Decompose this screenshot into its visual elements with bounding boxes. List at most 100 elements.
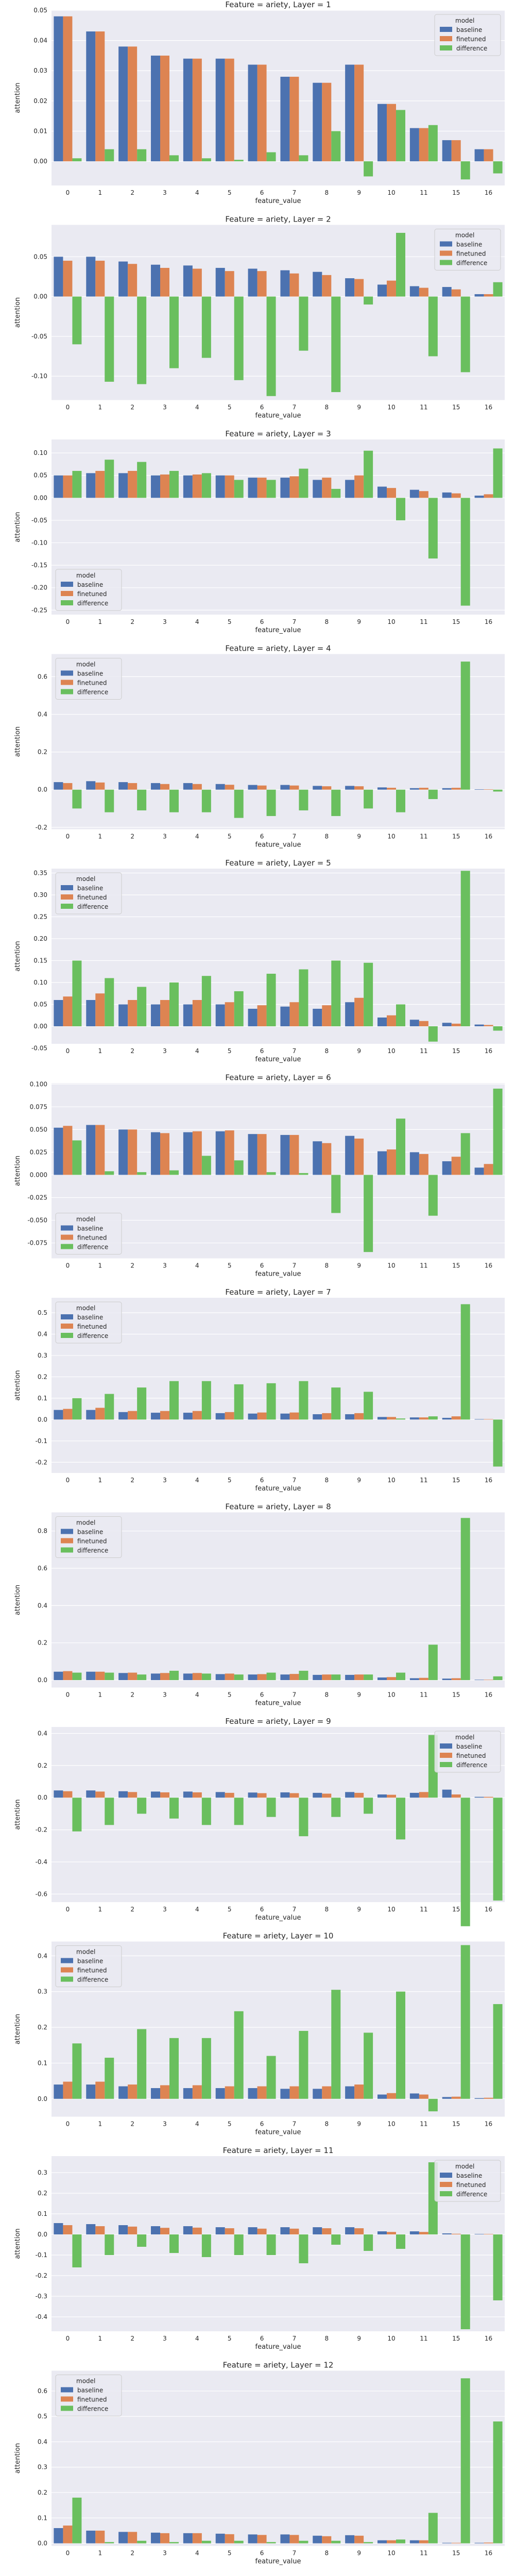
x-tick-label: 7 [293, 404, 297, 411]
bar-difference [364, 2542, 373, 2544]
bar-baseline [442, 140, 452, 162]
bar-baseline [313, 2089, 322, 2099]
x-tick-label: 2 [130, 1691, 134, 1699]
y-axis-label: attention [14, 1156, 22, 1186]
y-tick-label: 0.01 [33, 127, 47, 134]
bar-baseline [409, 788, 419, 790]
bar-baseline [345, 278, 355, 297]
bar-difference [364, 2032, 373, 2099]
x-tick-label: 0 [66, 2550, 70, 2557]
bar-difference [493, 1798, 503, 1901]
y-tick-label: 0.050 [30, 1126, 47, 1133]
x-tick-label: 16 [485, 404, 492, 411]
x-tick-label: 5 [228, 404, 232, 411]
bar-difference [105, 460, 114, 498]
y-tick-label: -0.075 [27, 1240, 47, 1247]
bar-finetuned [63, 2081, 73, 2099]
bar-baseline [345, 64, 355, 162]
bar-finetuned [63, 475, 73, 498]
x-tick-label: 4 [195, 2121, 199, 2128]
bar-difference [460, 662, 470, 790]
y-tick-label: 0.2 [38, 1373, 47, 1380]
bar-difference [331, 960, 341, 1026]
legend-label: baseline [77, 581, 103, 588]
bar-baseline [377, 2231, 387, 2234]
bar-baseline [345, 1792, 355, 1798]
x-tick-label: 1 [98, 1047, 102, 1055]
bar-finetuned [95, 993, 105, 1026]
bar-baseline [118, 2532, 128, 2544]
bar-difference [299, 155, 308, 162]
plot-area [52, 1298, 505, 1473]
bar-baseline [442, 1161, 452, 1175]
chart-title: Feature = ariety, Layer = 10 [223, 1931, 334, 1941]
y-tick-label: 0.6 [38, 2387, 47, 2395]
bar-baseline [409, 2540, 419, 2544]
x-tick-label: 8 [324, 2121, 329, 2128]
x-tick-label: 1 [98, 2550, 102, 2557]
bar-baseline [313, 1141, 322, 1175]
bar-baseline [280, 478, 290, 498]
x-tick-label: 2 [130, 1906, 134, 1913]
bar-finetuned [451, 1678, 461, 1681]
x-tick-label: 2 [130, 618, 134, 625]
bar-baseline [151, 1004, 160, 1026]
x-tick-label: 8 [324, 189, 329, 196]
legend-label: difference [77, 2405, 108, 2413]
x-tick-label: 15 [452, 1262, 460, 1269]
y-tick-label: 0.1 [38, 2059, 47, 2066]
legend-swatch [61, 1225, 73, 1231]
bar-difference [105, 2234, 114, 2255]
bar-finetuned [289, 273, 299, 297]
bar-baseline [377, 486, 387, 498]
x-tick-label: 8 [324, 618, 329, 625]
bar-difference [460, 1945, 470, 2099]
bar-baseline [118, 782, 128, 790]
bar-finetuned [387, 1677, 396, 1681]
bar-difference [331, 1798, 341, 1817]
x-tick-label: 1 [98, 404, 102, 411]
x-tick-label: 0 [66, 1691, 70, 1699]
bar-difference [266, 789, 276, 816]
legend-label: finetuned [456, 36, 486, 43]
x-tick-label: 8 [324, 833, 329, 840]
legend-swatch [61, 1333, 73, 1338]
bar-baseline [409, 489, 419, 498]
legend-swatch [61, 1538, 73, 1544]
bar-baseline [54, 2528, 63, 2544]
x-tick-label: 5 [228, 1906, 232, 1913]
x-tick-label: 4 [195, 2550, 199, 2557]
y-tick-label: -0.4 [36, 2313, 47, 2320]
x-tick-label: 4 [195, 618, 199, 625]
bar-difference [201, 2540, 211, 2544]
legend-label: finetuned [456, 250, 486, 258]
x-tick-label: 10 [387, 2550, 395, 2557]
bar-baseline [86, 1790, 96, 1798]
bar-baseline [86, 781, 96, 790]
legend-title: model [455, 2163, 474, 2170]
bar-finetuned [322, 1413, 332, 1420]
bar-finetuned [419, 1677, 428, 1681]
legend: model baseline finetuned difference [55, 1945, 122, 1987]
bar-finetuned [419, 2540, 428, 2544]
y-tick-label: -0.15 [31, 562, 47, 569]
bar-baseline [151, 1673, 160, 1681]
y-axis-label: attention [14, 941, 22, 971]
bar-difference [299, 2030, 308, 2099]
bar-difference [72, 1140, 82, 1175]
bar-difference [137, 1387, 147, 1420]
legend-swatch [61, 2396, 73, 2402]
x-tick-label: 6 [260, 618, 264, 625]
y-tick-label: -0.4 [36, 1858, 47, 1866]
bar-baseline [183, 265, 193, 297]
x-tick-label: 10 [387, 1047, 395, 1055]
bar-difference [105, 296, 114, 382]
bar-finetuned [289, 76, 299, 162]
bar-difference [105, 789, 114, 812]
bar-finetuned [387, 1794, 396, 1798]
x-tick-label: 6 [260, 1477, 264, 1484]
y-tick-label: 0.10 [33, 449, 47, 456]
legend-title: model [76, 875, 95, 883]
bar-baseline [151, 1132, 160, 1175]
y-tick-label: -0.025 [27, 1194, 47, 1201]
